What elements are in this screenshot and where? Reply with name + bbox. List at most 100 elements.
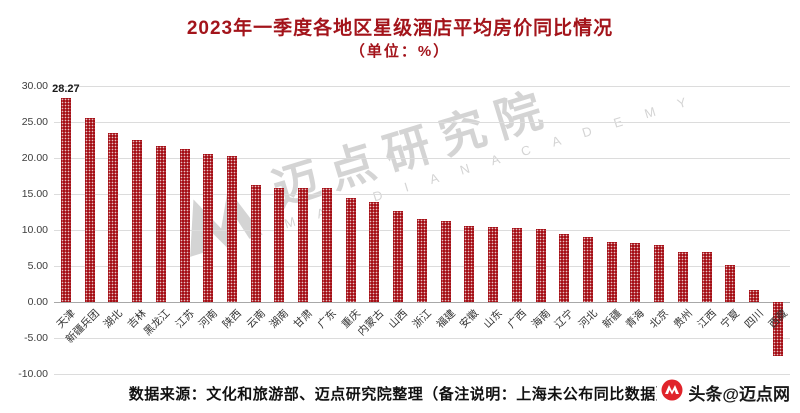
bar <box>440 220 451 302</box>
x-axis-tick-label: 山东 <box>481 307 505 331</box>
bar <box>345 197 356 302</box>
chart-subtitle: （单位：%） <box>349 43 451 60</box>
x-axis-tick-label: 广西 <box>505 307 529 331</box>
x-axis-tick-label: 湖北 <box>101 307 126 331</box>
bar <box>84 117 95 302</box>
bar <box>464 225 475 302</box>
gridline <box>54 194 790 195</box>
bar-slot: 福建 <box>434 86 458 374</box>
x-axis-tick-label: 安徽 <box>457 307 482 331</box>
x-axis-tick-label: 吉林 <box>125 307 149 331</box>
bar-slot: 陕西 <box>220 86 244 374</box>
y-axis-tick-label: -10.00 <box>18 368 48 380</box>
bar-slot: 山东 <box>481 86 505 374</box>
bar <box>677 251 688 302</box>
bar <box>393 211 404 302</box>
bar-slot: 甘肃 <box>291 86 315 374</box>
x-axis-tick-label: 浙江 <box>410 307 434 331</box>
x-axis-tick-label: 河南 <box>196 307 221 331</box>
bar-slot: 新疆 <box>600 86 624 374</box>
bar <box>583 237 594 302</box>
bar <box>511 227 522 302</box>
chart-title: 2023年一季度各地区星级酒店平均房价同比情况 <box>186 18 614 39</box>
bar-slot: 宁夏 <box>719 86 742 374</box>
bar-slot: 江西 <box>695 86 719 374</box>
x-axis-tick-label: 海南 <box>529 307 553 331</box>
bar-slot: 黑龙江 <box>142 86 173 374</box>
publisher-badge: 头条@迈点网 <box>657 377 794 408</box>
x-axis-tick-label: 重庆 <box>339 307 363 331</box>
gridline <box>54 122 790 123</box>
bar-slot: 贵州 <box>671 86 695 374</box>
x-axis-tick-label: 湖南 <box>268 307 292 331</box>
source-note: 数据来源：文化和旅游部、迈点研究院整理（备注说明：上海未公布同比数据） <box>128 386 672 403</box>
x-axis-tick-label: 辽宁 <box>552 307 577 331</box>
y-axis-tick-label: 0.00 <box>27 296 48 308</box>
bar <box>654 245 665 302</box>
bar <box>725 265 736 302</box>
y-axis-tick-label: -5.00 <box>24 332 48 344</box>
x-axis-tick-label: 江苏 <box>173 307 197 331</box>
bar-slot: 河北 <box>576 86 600 374</box>
bar-slot: 山西 <box>386 86 410 374</box>
bar-slot: 重庆 <box>339 86 363 374</box>
bar <box>298 188 309 302</box>
gridline <box>54 158 790 159</box>
bar-slot: 浙江 <box>410 86 434 374</box>
bar-slot: 新疆兵团 <box>63 86 101 374</box>
x-axis-tick-label: 天津 <box>54 307 78 331</box>
bar <box>274 187 285 302</box>
bar <box>250 185 261 302</box>
bar-slot: 江苏 <box>173 86 197 374</box>
bar-slot: 内蒙古 <box>356 86 386 374</box>
x-axis-tick-label: 新疆 <box>600 307 624 331</box>
x-axis-tick-label: 青海 <box>624 307 648 331</box>
x-axis-tick-label: 贵州 <box>671 307 695 331</box>
bar <box>179 148 190 302</box>
bar <box>535 228 546 302</box>
bar-slot: 湖南 <box>268 86 292 374</box>
y-axis-tick-label: 5.00 <box>27 260 48 272</box>
y-axis-tick-label: 15.00 <box>21 188 48 200</box>
bar-slot: 安徽 <box>457 86 481 374</box>
bar-slot: 广西 <box>505 86 529 374</box>
x-axis-tick-label: 甘肃 <box>291 307 316 331</box>
x-axis-tick-label: 四川 <box>742 307 767 331</box>
gridline <box>54 338 790 339</box>
bar-slot: 河南 <box>196 86 220 374</box>
bar <box>132 140 143 302</box>
bar-slot: 海南 <box>529 86 553 374</box>
bar-series: 天津 28.27 新疆兵团 湖北 吉林 黑龙江 江苏 河南 陕西 云南 湖南 甘肃 广东 重庆 内蒙古 山西浙… <box>52 83 790 374</box>
bar-slot: 广东 <box>315 86 339 374</box>
y-axis-tick-label: 20.00 <box>21 152 48 164</box>
bar <box>60 98 71 302</box>
x-axis-tick-label: 云南 <box>244 307 268 331</box>
bar <box>321 188 332 302</box>
bar <box>108 132 119 302</box>
bar-slot: 云南 <box>244 86 268 374</box>
y-axis-tick-label: 10.00 <box>21 224 48 236</box>
bar-slot: 四川 <box>742 86 766 374</box>
bar-slot: 湖北 <box>101 86 125 374</box>
bar <box>701 252 712 302</box>
x-axis-tick-label: 陕西 <box>220 307 244 331</box>
publisher-badge-text: 头条@迈点网 <box>688 385 790 404</box>
bar-slot: 辽宁 <box>552 86 576 374</box>
bar <box>416 219 427 302</box>
bar <box>630 242 641 302</box>
y-axis-tick-label: 25.00 <box>21 116 48 128</box>
x-axis-tick-label: 福建 <box>434 307 458 331</box>
bar-slot: 西藏 <box>766 86 790 374</box>
bar <box>606 241 617 302</box>
bar <box>488 227 499 302</box>
bar-slot: 吉林 <box>125 86 149 374</box>
x-axis-line <box>54 302 790 303</box>
x-axis-tick-label: 北京 <box>647 307 672 331</box>
plot-area: 30.00 25.00 20.00 15.00 10.00 5.00 0.00 -5.00 -1… <box>18 80 790 380</box>
gridline <box>54 374 790 375</box>
bar <box>203 153 214 302</box>
y-axis-tick-label: 30.00 <box>21 80 48 92</box>
data-label: 28.27 <box>52 83 80 96</box>
bar <box>369 201 380 302</box>
